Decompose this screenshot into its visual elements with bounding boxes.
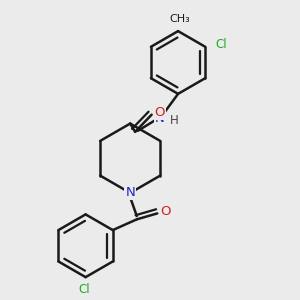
Text: CH₃: CH₃: [169, 14, 190, 24]
Text: Cl: Cl: [78, 283, 90, 296]
Text: N: N: [125, 186, 135, 200]
Text: Cl: Cl: [215, 38, 227, 51]
Text: O: O: [155, 106, 165, 118]
Text: H: H: [169, 114, 178, 127]
Text: N: N: [155, 112, 165, 125]
Text: O: O: [160, 205, 171, 218]
